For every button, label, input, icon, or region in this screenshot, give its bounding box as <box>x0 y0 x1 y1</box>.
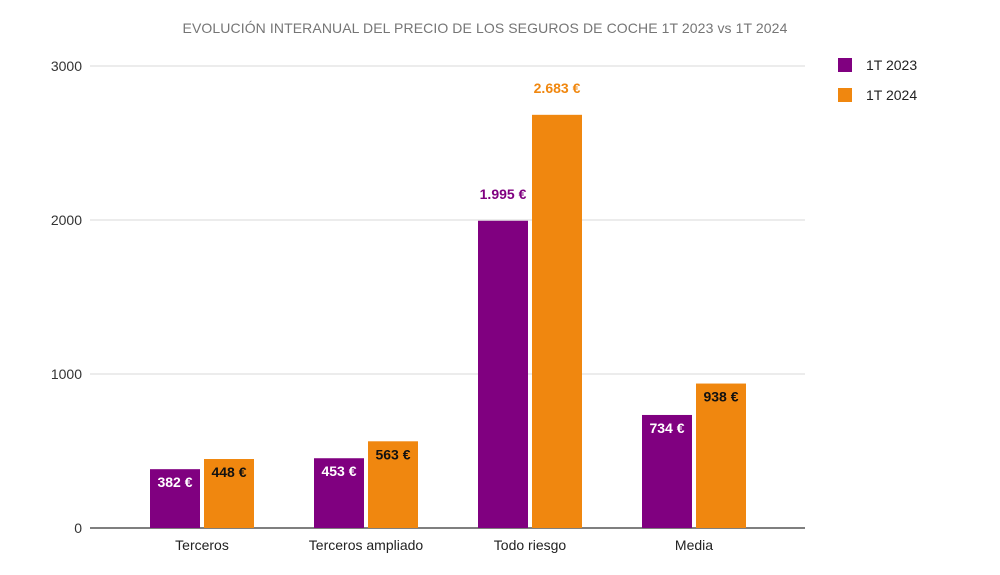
chart-title: EVOLUCIÓN INTERANUAL DEL PRECIO DE LOS S… <box>182 20 788 36</box>
legend-label-1t-2024: 1T 2024 <box>866 87 918 103</box>
bar-terceros-ampliado-1t-2024 <box>368 441 418 528</box>
x-tick-label-todo-riesgo: Todo riesgo <box>494 537 567 553</box>
bar-media-1t-2023 <box>642 414 692 528</box>
data-label-terceros-1t-2024: 448 € <box>211 464 246 480</box>
data-label-todo-riesgo-1t-2024: 2.683 € <box>534 80 581 96</box>
data-label-media-1t-2024: 938 € <box>703 389 738 405</box>
bar-terceros-1t-2024 <box>204 459 254 528</box>
data-label-terceros-1t-2023: 382 € <box>157 474 192 490</box>
bar-terceros-1t-2023 <box>150 469 200 528</box>
data-label-terceros-ampliado-1t-2023: 453 € <box>321 463 356 479</box>
y-tick-label-2000: 2000 <box>51 212 82 228</box>
x-tick-label-media: Media <box>675 537 713 553</box>
bar-terceros-ampliado-1t-2023 <box>314 458 364 528</box>
bar-media-1t-2024 <box>696 383 746 528</box>
data-label-media-1t-2023: 734 € <box>649 420 684 436</box>
bar-todo-riesgo-1t-2024 <box>532 114 582 529</box>
y-tick-label-0: 0 <box>74 520 82 536</box>
legend-swatch-1t-2024 <box>838 88 852 102</box>
legend-item-1t-2023: 1T 2023 <box>838 55 917 75</box>
y-tick-label-3000: 3000 <box>51 58 82 74</box>
data-label-todo-riesgo-1t-2023: 1.995 € <box>480 186 527 202</box>
x-tick-label-terceros: Terceros <box>175 537 229 553</box>
legend-label-1t-2023: 1T 2023 <box>866 57 918 73</box>
bar-todo-riesgo-1t-2023 <box>478 220 528 528</box>
legend-item-1t-2024: 1T 2024 <box>838 85 917 105</box>
legend-swatch-1t-2023 <box>838 58 852 72</box>
x-tick-label-terceros-ampliado: Terceros ampliado <box>309 537 424 553</box>
y-tick-label-1000: 1000 <box>51 366 82 382</box>
data-label-terceros-ampliado-1t-2024: 563 € <box>375 446 410 462</box>
legend: 1T 2023 1T 2024 <box>838 55 917 115</box>
